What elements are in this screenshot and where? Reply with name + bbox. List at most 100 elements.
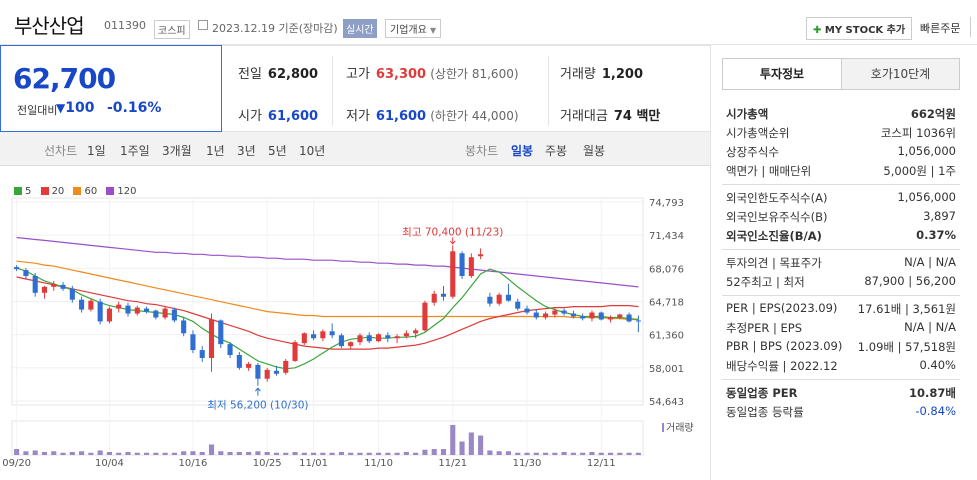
add-my-stock-button[interactable]: ✚ MY STOCK 추가 [806, 17, 913, 40]
info-key: 동일업종 등락률 [726, 405, 804, 419]
info-value: 1.09배 | 57,518원 [857, 340, 956, 354]
period-weekly[interactable]: 주봉 [545, 144, 568, 158]
volume-bar [533, 452, 539, 455]
volume-bar [236, 452, 242, 455]
trade-amount-label: 거래대금 [560, 109, 608, 124]
legend-item: 20 [51, 186, 65, 197]
price-chart[interactable]: 74,793 71,434 68,076 64,718 61,360 58,001 54,6… [0, 166, 710, 480]
candle-body [589, 312, 595, 319]
volume-bar [589, 452, 595, 455]
candle-body [543, 313, 549, 318]
candle-body [23, 270, 29, 277]
candle-body [496, 294, 502, 304]
volume-bar [199, 452, 205, 455]
volume-bar [478, 435, 484, 455]
volume-bar [413, 452, 419, 455]
divider [332, 56, 333, 126]
price-summary: 전일 62,800 고가 63,300 (상한가 81,600) 거래량 1,200 … [222, 45, 710, 132]
info-key: 시가총액 [726, 107, 769, 121]
candle-body [450, 251, 456, 297]
y-tick-label: 61,360 [649, 331, 684, 342]
candle-body [236, 355, 242, 368]
legend-item: 60 [84, 186, 98, 197]
candle-body [607, 317, 614, 320]
info-key: 외국인소진율(B/A) [726, 229, 822, 243]
x-tick-label: 11/21 [438, 458, 467, 469]
volume-bar [635, 452, 641, 455]
candle-body [487, 296, 493, 304]
candle-body [348, 342, 354, 347]
period-monthly[interactable]: 월봉 [583, 144, 606, 158]
quick-order-link[interactable]: 빠른주문 [920, 22, 961, 35]
volume-bar [69, 452, 75, 455]
volume-bar [88, 452, 94, 455]
volume-bar [181, 451, 187, 455]
max-annotation: 최고 70,400 (11/23) [402, 226, 503, 238]
volume-bar [51, 451, 57, 455]
candle-body [283, 360, 289, 373]
volume-bar [496, 451, 502, 455]
candle-chart-label: 봉차트 [465, 144, 499, 158]
candle-body [394, 336, 400, 339]
candle-body [524, 308, 530, 313]
period-1y[interactable]: 1년 [206, 144, 225, 158]
info-row: 외국인보유주식수(B) 3,897 [722, 207, 960, 226]
volume-bar [505, 451, 512, 455]
period-daily[interactable]: 일봉 [511, 144, 534, 158]
side-tabs: 투자정보 호가10단계 [722, 58, 960, 90]
period-5y[interactable]: 5년 [268, 144, 287, 158]
candle-body [208, 319, 215, 358]
volume-bar [357, 452, 363, 455]
prev-close-label: 전일 [238, 67, 262, 82]
tab-invest-info[interactable]: 투자정보 [723, 59, 841, 89]
candle-body [311, 334, 317, 339]
volume-bar [329, 452, 335, 455]
candle-body [106, 308, 112, 322]
volume-bar [255, 451, 261, 455]
min-annotation: 최저 56,200 (10/30) [207, 400, 308, 412]
candle-body [153, 310, 159, 318]
info-value: 1,056,000 [897, 144, 956, 158]
candle-body [218, 320, 224, 345]
period-1w[interactable]: 1주일 [120, 144, 150, 158]
upper-limit: (상한가 81,600) [430, 67, 519, 81]
volume-bar [626, 452, 632, 455]
period-10y[interactable]: 10년 [299, 144, 326, 158]
volume-bar [422, 449, 428, 455]
candle-body [431, 293, 437, 303]
period-1d[interactable]: 1일 [87, 144, 106, 158]
candle-body [116, 304, 122, 309]
candle-body [125, 305, 131, 314]
period-3m[interactable]: 3개월 [162, 144, 192, 158]
realtime-button[interactable]: 실시간 [343, 19, 377, 38]
legend-item: 120 [117, 186, 137, 197]
price-change-percent: -0.16% [107, 100, 162, 116]
y-tick-label: 64,718 [649, 298, 684, 309]
info-row: 외국인소진율(B/A) 0.37% [722, 226, 960, 245]
volume-bar [171, 452, 177, 455]
info-group: 동일업종 PER 10.87배 동일업종 등락률 -0.84% [722, 380, 960, 425]
candle-body [181, 320, 187, 334]
company-overview-dropdown[interactable]: 기업개요 ▼ [385, 19, 442, 38]
volume-bar [431, 449, 437, 455]
info-group: 시가총액 662억원 시가총액순위 코스피 1036위 상장주식수 1,056,000 액면… [722, 101, 960, 185]
ma20-line [16, 276, 639, 350]
info-row: PBR | BPS (2023.09) 1.09배 | 57,518원 [722, 337, 960, 356]
info-row: 52주최고 | 최저 87,900 | 56,200 [722, 272, 960, 291]
side-panel: 투자정보 호가10단계 시가총액 662억원 시가총액순위 코스피 1036위 상장주식… [710, 45, 977, 480]
tab-hoga[interactable]: 호가10단계 [841, 59, 959, 89]
open-price: 시가 61,600 [238, 105, 318, 124]
candle-body [14, 267, 20, 270]
legend-swatch [14, 187, 22, 195]
volume-bar [273, 452, 280, 455]
info-key: 배당수익률 | 2022.12 [726, 359, 838, 373]
ma120-line [16, 236, 639, 288]
high-label: 고가 [346, 67, 370, 82]
volume-bar [561, 452, 567, 455]
candle-body [580, 316, 586, 319]
volume-bar [570, 452, 576, 455]
chart-legend: 5 20 60 120 [14, 186, 137, 197]
candle-body [41, 286, 48, 293]
info-group: 외국인한도주식수(A) 1,056,000 외국인보유주식수(B) 3,897 외국인소… [722, 185, 960, 250]
period-3y[interactable]: 3년 [237, 144, 256, 158]
